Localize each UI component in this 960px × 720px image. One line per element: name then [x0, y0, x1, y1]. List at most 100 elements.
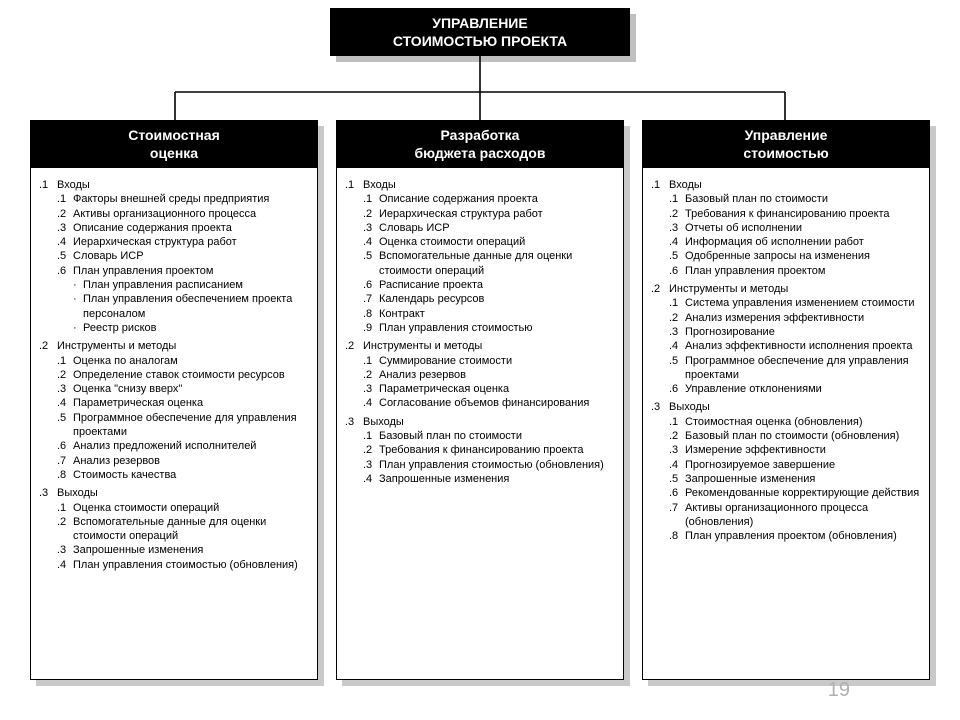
item-number: .3: [57, 543, 73, 557]
section-number: .2: [651, 282, 669, 296]
item-text: План управления проектом: [73, 264, 309, 278]
item-text: Система управления изменением стоимости: [685, 296, 921, 310]
list-item: .1Базовый план по стоимости: [363, 429, 615, 443]
item-text: Запрошенные изменения: [73, 543, 309, 557]
item-number: .6: [57, 439, 73, 453]
column-title-line1: Стоимостная: [35, 127, 313, 145]
sub-item-text: Реестр рисков: [83, 321, 309, 335]
list-item: .1Оценка стоимости операций: [57, 501, 309, 515]
section-items: .1Суммирование стоимости.2Анализ резерво…: [345, 354, 615, 411]
list-item: .7Активы организационного процесса (обно…: [669, 501, 921, 530]
item-number: .1: [669, 415, 685, 429]
column-main: Разработкабюджета расходов.1Входы.1Описа…: [336, 120, 624, 680]
section: .3Выходы.1Оценка стоимости операций.2Всп…: [39, 486, 309, 572]
page-number: 19: [828, 679, 850, 702]
item-text: Вспомогательные данные для оценки стоимо…: [73, 515, 309, 544]
section: .1Входы.1Базовый план по стоимости.2Треб…: [651, 178, 921, 278]
item-number: .3: [669, 325, 685, 339]
list-item: .2Анализ измерения эффективности: [669, 311, 921, 325]
item-text: Оценка по аналогам: [73, 354, 309, 368]
list-item: .1Факторы внешней среды предприятия: [57, 192, 309, 206]
item-number: .2: [669, 311, 685, 325]
item-text: Расписание проекта: [379, 278, 615, 292]
item-number: .1: [363, 192, 379, 206]
column-2: Управлениестоимостью.1Входы.1Базовый пла…: [642, 120, 930, 680]
item-text: Оценка стоимости операций: [73, 501, 309, 515]
section-title-row: .3Выходы: [345, 415, 615, 429]
sub-item-text: План управления обеспечением проекта пер…: [83, 292, 309, 321]
item-number: .1: [57, 501, 73, 515]
item-number: .2: [363, 207, 379, 221]
list-item: .8Стоимость качества: [57, 468, 309, 482]
sub-item-text: План управления расписанием: [83, 278, 309, 292]
list-item: .2Активы организационного процесса: [57, 207, 309, 221]
list-item: .1Суммирование стоимости: [363, 354, 615, 368]
list-item: .8План управления проектом (обновления): [669, 529, 921, 543]
item-text: Календарь ресурсов: [379, 292, 615, 306]
item-number: .8: [669, 529, 685, 543]
column-title-line2: оценка: [35, 145, 313, 163]
list-item: .6Рекомендованные корректирующие действи…: [669, 486, 921, 500]
item-text: Базовый план по стоимости: [379, 429, 615, 443]
item-text: Прогнозирование: [685, 325, 921, 339]
item-number: .6: [669, 382, 685, 396]
item-number: .1: [57, 192, 73, 206]
section-title: Входы: [669, 178, 702, 192]
section-title-row: .3Выходы: [39, 486, 309, 500]
section-title-row: .2Инструменты и методы: [651, 282, 921, 296]
list-item: .1Описание содержания проекта: [363, 192, 615, 206]
item-number: .6: [669, 264, 685, 278]
list-item: .9План управления стоимостью: [363, 321, 615, 335]
root-node: УПРАВЛЕНИЕ СТОИМОСТЬЮ ПРОЕКТА: [330, 8, 630, 56]
bullet-icon: ·: [73, 278, 83, 292]
list-item: .4Параметрическая оценка: [57, 396, 309, 410]
item-number: .2: [57, 368, 73, 382]
column-body: .1 Входы.1Базовый план по стоимости .2 Треб…: [643, 168, 929, 551]
section: .2Инструменты и методы.1Оценка по аналог…: [39, 339, 309, 482]
list-item: .1Базовый план по стоимости: [669, 192, 921, 206]
item-number: .4: [669, 235, 685, 249]
list-item: .8Контракт: [363, 307, 615, 321]
item-number: .3: [363, 458, 379, 472]
column-body: .1Входы.1Описание содержания проекта.2Ие…: [337, 168, 623, 494]
section-number: .3: [651, 400, 669, 414]
section-title: Инструменты и методы: [363, 339, 482, 353]
item-text: Анализ измерения эффективности: [685, 311, 921, 325]
list-item: .6Анализ предложений исполнителей: [57, 439, 309, 453]
item-text: Описание содержания проекта: [73, 221, 309, 235]
item-text: Требования к финансированию проекта: [685, 207, 921, 221]
section-title: Выходы: [363, 415, 404, 429]
item-text: Оценка стоимости операций: [379, 235, 615, 249]
section-title-row: .2Инструменты и методы: [39, 339, 309, 353]
list-item: .5Словарь ИСР: [57, 249, 309, 263]
item-text: Анализ резервов: [379, 368, 615, 382]
section: .1Входы.1Описание содержания проекта.2Ие…: [345, 178, 615, 335]
section-title: Инструменты и методы: [669, 282, 788, 296]
column-0: Стоимостнаяоценка.1Входы.1Факторы внешне…: [30, 120, 318, 680]
item-text: Суммирование стоимости: [379, 354, 615, 368]
item-text: Запрошенные изменения: [379, 472, 615, 486]
list-item: .6План управления проектом: [57, 264, 309, 278]
list-item: .2Иерархическая структура работ: [363, 207, 615, 221]
item-text: Активы организационного процесса: [73, 207, 309, 221]
item-text: Базовый план по стоимости: [685, 192, 921, 206]
section-number: .3: [345, 415, 363, 429]
list-item: .2Вспомогательные данные для оценки стои…: [57, 515, 309, 544]
item-number: .4: [363, 396, 379, 410]
item-text: План управления стоимостью (обновления): [379, 458, 615, 472]
item-number: .4: [57, 396, 73, 410]
list-item: .6Управление отклонениями: [669, 382, 921, 396]
item-number: .1: [57, 354, 73, 368]
sub-item: ·План управления обеспечением проекта пе…: [57, 292, 309, 321]
list-item: .4План управления стоимостью (обновления…: [57, 558, 309, 572]
item-number: .2: [363, 443, 379, 457]
item-number: .7: [669, 501, 685, 530]
list-item: .3Словарь ИСР: [363, 221, 615, 235]
item-number: .2: [363, 368, 379, 382]
list-item: .3Измерение эффективности: [669, 443, 921, 457]
section-title: Выходы: [669, 400, 710, 414]
column-header: Стоимостнаяоценка: [31, 121, 317, 168]
section: .2 Инструменты и методы.1Суммирование сто…: [345, 339, 615, 410]
list-item: .2Требования к финансированию проекта: [363, 443, 615, 457]
column-title-line2: стоимостью: [647, 145, 925, 163]
